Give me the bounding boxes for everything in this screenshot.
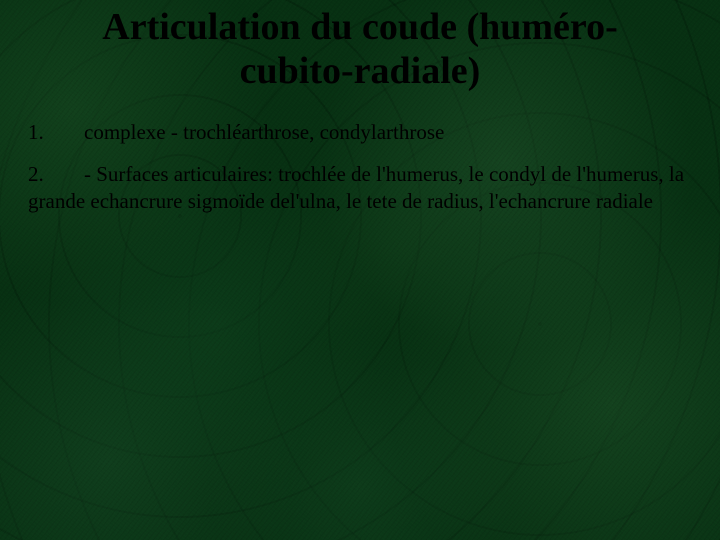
list-item: 2.- Surfaces articulaires: trochlée de l… <box>28 161 692 216</box>
slide-content: Articulation du coude (huméro- cubito-ra… <box>0 0 720 540</box>
title-line-1: Articulation du coude (huméro- <box>102 6 617 48</box>
item-number: 2. <box>28 161 84 188</box>
item-text: - Surfaces articulaires: trochlée de l'h… <box>28 162 684 213</box>
item-text: complexe - trochléarthrose, condylarthro… <box>84 119 692 146</box>
title-line-2: cubito-radiale) <box>240 50 481 92</box>
slide-title: Articulation du coude (huméro- cubito-ra… <box>28 6 692 93</box>
item-number: 1. <box>28 119 84 146</box>
list-item: 1. complexe - trochléarthrose, condylart… <box>28 119 692 146</box>
